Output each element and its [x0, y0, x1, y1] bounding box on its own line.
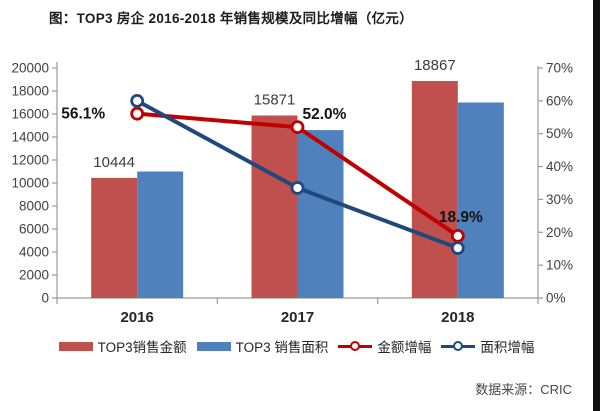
right-axis-tick-label: 20%	[546, 225, 573, 240]
bar-TOP3销售金额-2017	[251, 115, 298, 299]
right-axis-tick-label: 50%	[546, 126, 573, 141]
right-axis-tick-label: 70%	[546, 61, 573, 76]
data-source-note: 数据来源：CRIC	[475, 382, 572, 397]
right-edge-bar	[593, 0, 600, 411]
legend-label: TOP3销售金额	[97, 340, 187, 355]
left-axis-tick-label: 16000	[11, 107, 49, 122]
bar-TOP3销售金额-2018	[411, 81, 458, 298]
marker-面积增幅-2017	[290, 181, 305, 195]
legend-swatch-icon	[58, 341, 93, 351]
left-axis-tick-label: 14000	[11, 130, 49, 145]
bar-value-label: 10444	[93, 154, 135, 171]
legend-label: TOP3 销售面积	[235, 340, 329, 355]
x-axis-category-label: 2018	[441, 309, 474, 326]
chart-title: 图：TOP3 房企 2016-2018 年销售规模及同比增幅（亿元）	[49, 11, 414, 26]
line-value-label: 56.1%	[61, 106, 105, 123]
marker-金额增幅-2018	[450, 228, 465, 243]
line-value-label: 52.0%	[303, 106, 347, 123]
legend-item-面积增幅: 面积增幅	[441, 336, 534, 356]
bar-TOP3销售金额-2016	[91, 177, 138, 298]
right-axis-tick-label: 40%	[546, 159, 573, 174]
legend-label: 金额增幅	[377, 340, 432, 355]
left-axis-tick-label: 6000	[19, 222, 49, 237]
left-axis-tick-label: 8000	[19, 199, 49, 214]
left-axis-tick-label: 12000	[11, 153, 49, 168]
right-axis-tick-label: 30%	[546, 192, 573, 207]
left-axis-tick-label: 2000	[19, 268, 49, 283]
marker-面积增幅-2016	[130, 93, 145, 108]
left-axis-tick-label: 0	[41, 291, 49, 306]
marker-面积增幅-2018	[450, 241, 465, 255]
x-axis-category-label: 2016	[120, 309, 153, 326]
legend-label: 面积增幅	[480, 340, 535, 355]
marker-金额增幅-2017	[290, 120, 305, 135]
right-axis-tick-label: 0%	[546, 291, 566, 306]
bar-value-label: 18867	[414, 57, 456, 74]
legend-line-marker-icon	[338, 340, 373, 353]
left-axis-tick-label: 20000	[11, 61, 49, 76]
legend-line-marker-icon	[441, 340, 476, 353]
right-axis-tick-label: 60%	[546, 93, 573, 108]
legend-item-TOP3 销售面积: TOP3 销售面积	[196, 336, 329, 356]
legend-swatch-icon	[196, 341, 231, 351]
bar-TOP3 销售面积-2017	[297, 130, 344, 298]
left-axis-tick-label: 18000	[11, 84, 49, 99]
bar-value-label: 15871	[254, 91, 296, 108]
bar-TOP3 销售面积-2016	[137, 171, 184, 298]
left-axis-tick-label: 10000	[11, 176, 49, 191]
x-axis-category-label: 2017	[281, 309, 314, 326]
chart-legend: TOP3销售金额 TOP3 销售面积 金额增幅 面积增幅	[0, 336, 593, 356]
legend-item-金额增幅: 金额增幅	[338, 336, 431, 356]
left-axis-tick-label: 4000	[19, 245, 49, 260]
legend-item-TOP3销售金额: TOP3销售金额	[58, 336, 187, 356]
right-axis-tick-label: 10%	[546, 258, 573, 273]
line-value-label: 18.9%	[439, 209, 483, 226]
bar-TOP3 销售面积-2018	[457, 102, 504, 298]
chart-plot-area: 0 2000 4000 6000 8000 10000 12000 14000 16000 180…	[11, 57, 573, 326]
marker-金额增幅-2016	[130, 106, 145, 121]
